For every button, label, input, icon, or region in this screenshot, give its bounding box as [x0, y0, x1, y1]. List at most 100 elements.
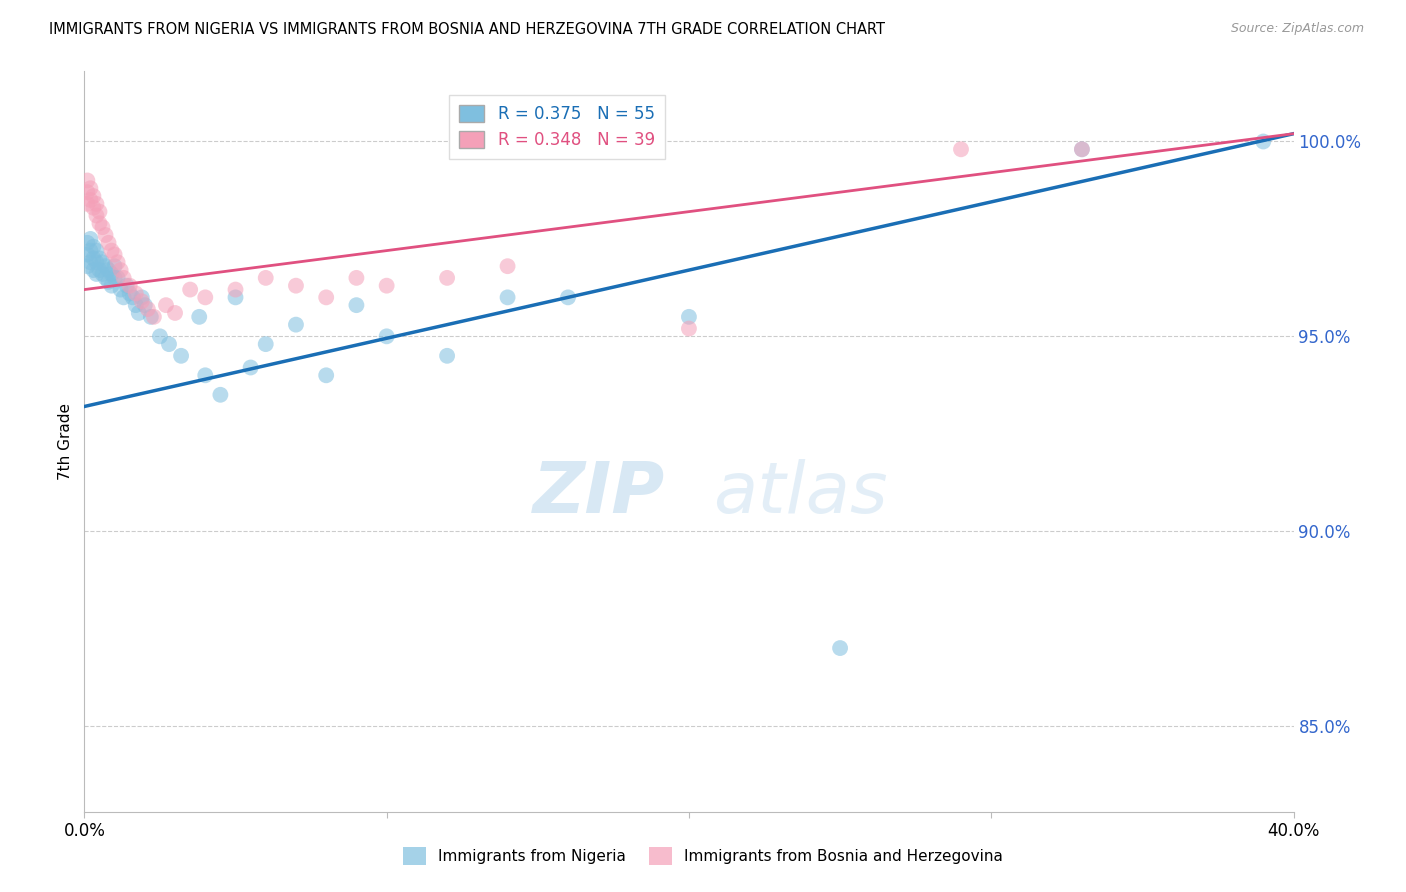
Point — [1071, 142, 1094, 156]
Point — [107, 255, 129, 269]
Point — [82, 189, 104, 203]
Point — [165, 306, 187, 320]
Point — [131, 290, 153, 304]
Point — [82, 252, 104, 266]
Point — [94, 227, 117, 242]
Point — [225, 283, 247, 297]
Point — [436, 349, 458, 363]
Point — [100, 278, 122, 293]
Point — [100, 267, 122, 281]
Point — [179, 283, 201, 297]
Point — [97, 263, 120, 277]
Point — [149, 329, 172, 343]
Point — [157, 337, 180, 351]
Point — [82, 240, 104, 254]
Point — [128, 306, 150, 320]
Point — [86, 197, 108, 211]
Point — [76, 259, 98, 273]
Point — [94, 271, 117, 285]
Point — [104, 271, 127, 285]
Point — [79, 255, 101, 269]
Point — [139, 310, 162, 324]
Point — [346, 298, 368, 312]
Point — [496, 290, 519, 304]
Point — [89, 263, 111, 277]
Point — [239, 360, 262, 375]
Text: IMMIGRANTS FROM NIGERIA VS IMMIGRANTS FROM BOSNIA AND HERZEGOVINA 7TH GRADE CORR: IMMIGRANTS FROM NIGERIA VS IMMIGRANTS FR… — [49, 22, 886, 37]
Point — [142, 310, 165, 324]
Point — [346, 271, 368, 285]
Point — [678, 310, 700, 324]
Point — [254, 337, 277, 351]
Point — [76, 197, 98, 211]
Point — [375, 278, 398, 293]
Point — [89, 204, 111, 219]
Point — [131, 294, 153, 309]
Point — [76, 185, 98, 199]
Point — [104, 247, 127, 261]
Legend: R = 0.375   N = 55, R = 0.348   N = 39: R = 0.375 N = 55, R = 0.348 N = 39 — [450, 95, 665, 159]
Point — [79, 244, 101, 258]
Point — [104, 259, 127, 273]
Point — [194, 290, 217, 304]
Point — [86, 244, 108, 258]
Text: Source: ZipAtlas.com: Source: ZipAtlas.com — [1230, 22, 1364, 36]
Text: atlas: atlas — [713, 458, 887, 528]
Point — [125, 286, 148, 301]
Point — [82, 201, 104, 215]
Point — [91, 220, 114, 235]
Point — [134, 298, 156, 312]
Point — [315, 290, 337, 304]
Point — [118, 286, 141, 301]
Point — [496, 259, 519, 273]
Point — [830, 641, 852, 656]
Point — [375, 329, 398, 343]
Point — [950, 142, 973, 156]
Point — [76, 173, 98, 187]
Y-axis label: 7th Grade: 7th Grade — [58, 403, 73, 480]
Point — [97, 235, 120, 250]
Point — [86, 267, 108, 281]
Point — [170, 349, 193, 363]
Point — [254, 271, 277, 285]
Point — [86, 255, 108, 269]
Point — [121, 290, 143, 304]
Point — [100, 244, 122, 258]
Point — [76, 247, 98, 261]
Point — [110, 283, 132, 297]
Point — [89, 252, 111, 266]
Text: ZIP: ZIP — [533, 458, 665, 528]
Point — [86, 209, 108, 223]
Point — [188, 310, 211, 324]
Point — [112, 290, 135, 304]
Legend: Immigrants from Nigeria, Immigrants from Bosnia and Herzegovina: Immigrants from Nigeria, Immigrants from… — [396, 841, 1010, 871]
Point — [557, 290, 579, 304]
Point — [1253, 135, 1275, 149]
Point — [97, 275, 120, 289]
Point — [315, 368, 337, 383]
Point — [82, 263, 104, 277]
Point — [91, 267, 114, 281]
Point — [110, 263, 132, 277]
Point — [678, 321, 700, 335]
Point — [285, 318, 308, 332]
Point — [1071, 142, 1094, 156]
Point — [155, 298, 177, 312]
Point — [79, 193, 101, 207]
Point — [136, 301, 159, 316]
Point — [436, 271, 458, 285]
Point — [209, 388, 232, 402]
Point — [194, 368, 217, 383]
Point — [115, 278, 138, 293]
Point — [89, 216, 111, 230]
Point — [91, 255, 114, 269]
Point — [285, 278, 308, 293]
Point — [76, 235, 98, 250]
Point — [225, 290, 247, 304]
Point — [79, 181, 101, 195]
Point — [107, 271, 129, 285]
Point — [125, 298, 148, 312]
Point — [118, 278, 141, 293]
Point — [112, 271, 135, 285]
Point — [79, 232, 101, 246]
